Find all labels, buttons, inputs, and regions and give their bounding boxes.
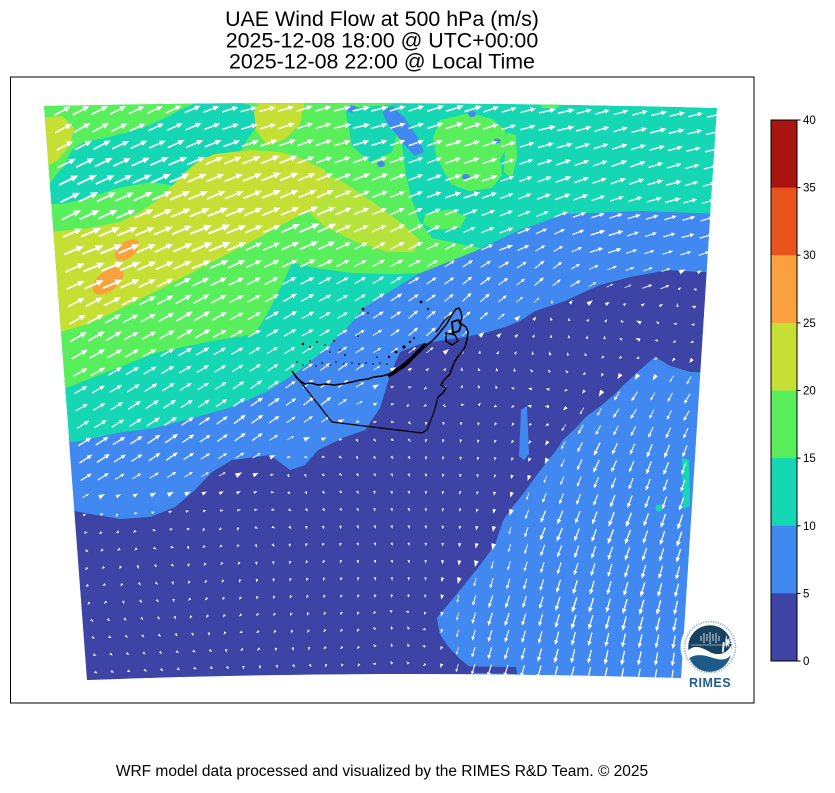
- svg-text:20: 20: [803, 386, 816, 398]
- svg-text:2025-12-08 22:00 @ Local Time: 2025-12-08 22:00 @ Local Time: [229, 50, 535, 74]
- svg-text:RIMES: RIMES: [689, 676, 731, 690]
- svg-text:UAE Wind Flow at 500 hPa (m/s): UAE Wind Flow at 500 hPa (m/s): [225, 7, 539, 31]
- svg-text:35: 35: [803, 183, 816, 195]
- svg-text:40: 40: [803, 115, 816, 127]
- svg-text:25: 25: [803, 318, 816, 330]
- svg-text:10: 10: [803, 521, 816, 533]
- svg-text:WRF model data processed and v: WRF model data processed and visualized …: [116, 763, 648, 780]
- svg-text:2025-12-08 18:00 @ UTC+00:00: 2025-12-08 18:00 @ UTC+00:00: [226, 29, 539, 53]
- svg-text:0: 0: [803, 656, 809, 668]
- svg-text:15: 15: [803, 453, 816, 465]
- svg-text:30: 30: [803, 250, 816, 262]
- svg-text:5: 5: [803, 588, 809, 600]
